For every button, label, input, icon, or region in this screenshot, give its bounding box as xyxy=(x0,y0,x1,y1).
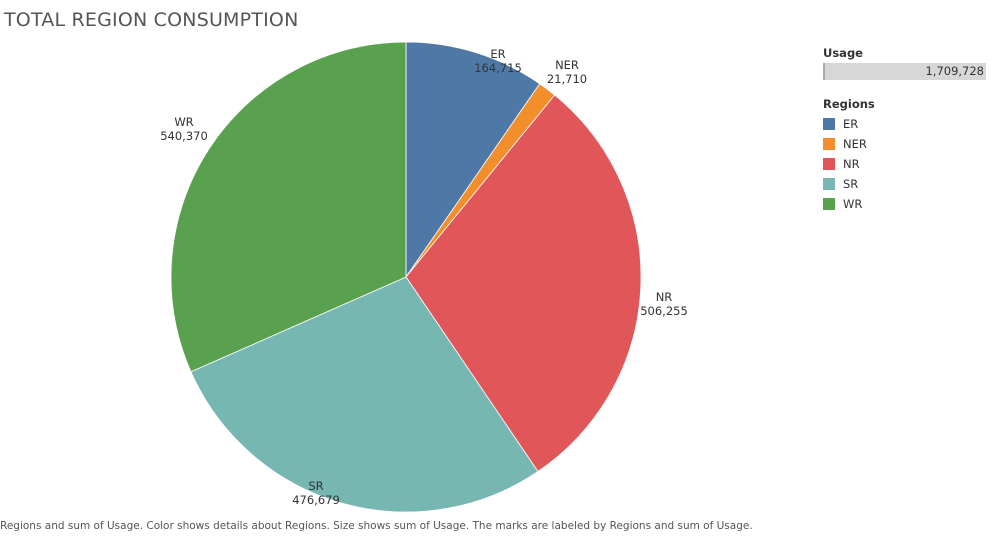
legend-swatch xyxy=(823,118,835,130)
pie-slice-sr[interactable] xyxy=(190,276,539,513)
legend-swatch xyxy=(823,178,835,190)
size-legend-bar: 1,709,728 xyxy=(823,63,986,80)
legend-item-ner[interactable]: NER xyxy=(823,134,991,154)
slice-label-wr: WR xyxy=(174,115,193,129)
pie-slices xyxy=(170,41,642,513)
slice-value-nr: 506,255 xyxy=(640,304,688,318)
pie-slice-nr[interactable] xyxy=(405,94,642,473)
color-legend-items: ER NER NR SR WR xyxy=(823,114,991,214)
legend-label: NER xyxy=(843,137,867,151)
legend-label: ER xyxy=(843,117,859,131)
slice-label-ner: NER xyxy=(555,58,579,72)
legend-item-wr[interactable]: WR xyxy=(823,194,991,214)
pie-slice-wr[interactable] xyxy=(170,41,407,373)
legend-item-nr[interactable]: NR xyxy=(823,154,991,174)
slice-label-sr: SR xyxy=(308,479,323,493)
size-legend-value: 1,709,728 xyxy=(925,64,984,78)
legend-swatch xyxy=(823,158,835,170)
slice-value-ner: 21,710 xyxy=(547,72,587,86)
size-legend-heading: Usage xyxy=(823,46,863,60)
slice-value-wr: 540,370 xyxy=(160,129,208,143)
legend-swatch xyxy=(823,198,835,210)
legend-item-sr[interactable]: SR xyxy=(823,174,991,194)
slice-label-er: ER xyxy=(490,47,505,61)
slice-value-sr: 476,679 xyxy=(292,493,340,507)
legend-swatch xyxy=(823,138,835,150)
legend-label: WR xyxy=(843,197,863,211)
legend: Usage 1,709,728 Regions ER NER NR SR WR xyxy=(823,46,991,214)
legend-item-er[interactable]: ER xyxy=(823,114,991,134)
chart-caption: Regions and sum of Usage. Color shows de… xyxy=(0,520,753,532)
pie-slice-er[interactable] xyxy=(405,41,541,279)
slice-label-nr: NR xyxy=(656,290,673,304)
legend-label: NR xyxy=(843,157,860,171)
legend-label: SR xyxy=(843,177,859,191)
chart-title: TOTAL REGION CONSUMPTION xyxy=(4,9,299,31)
slice-value-er: 164,715 xyxy=(474,61,522,75)
color-legend-heading: Regions xyxy=(823,97,875,111)
